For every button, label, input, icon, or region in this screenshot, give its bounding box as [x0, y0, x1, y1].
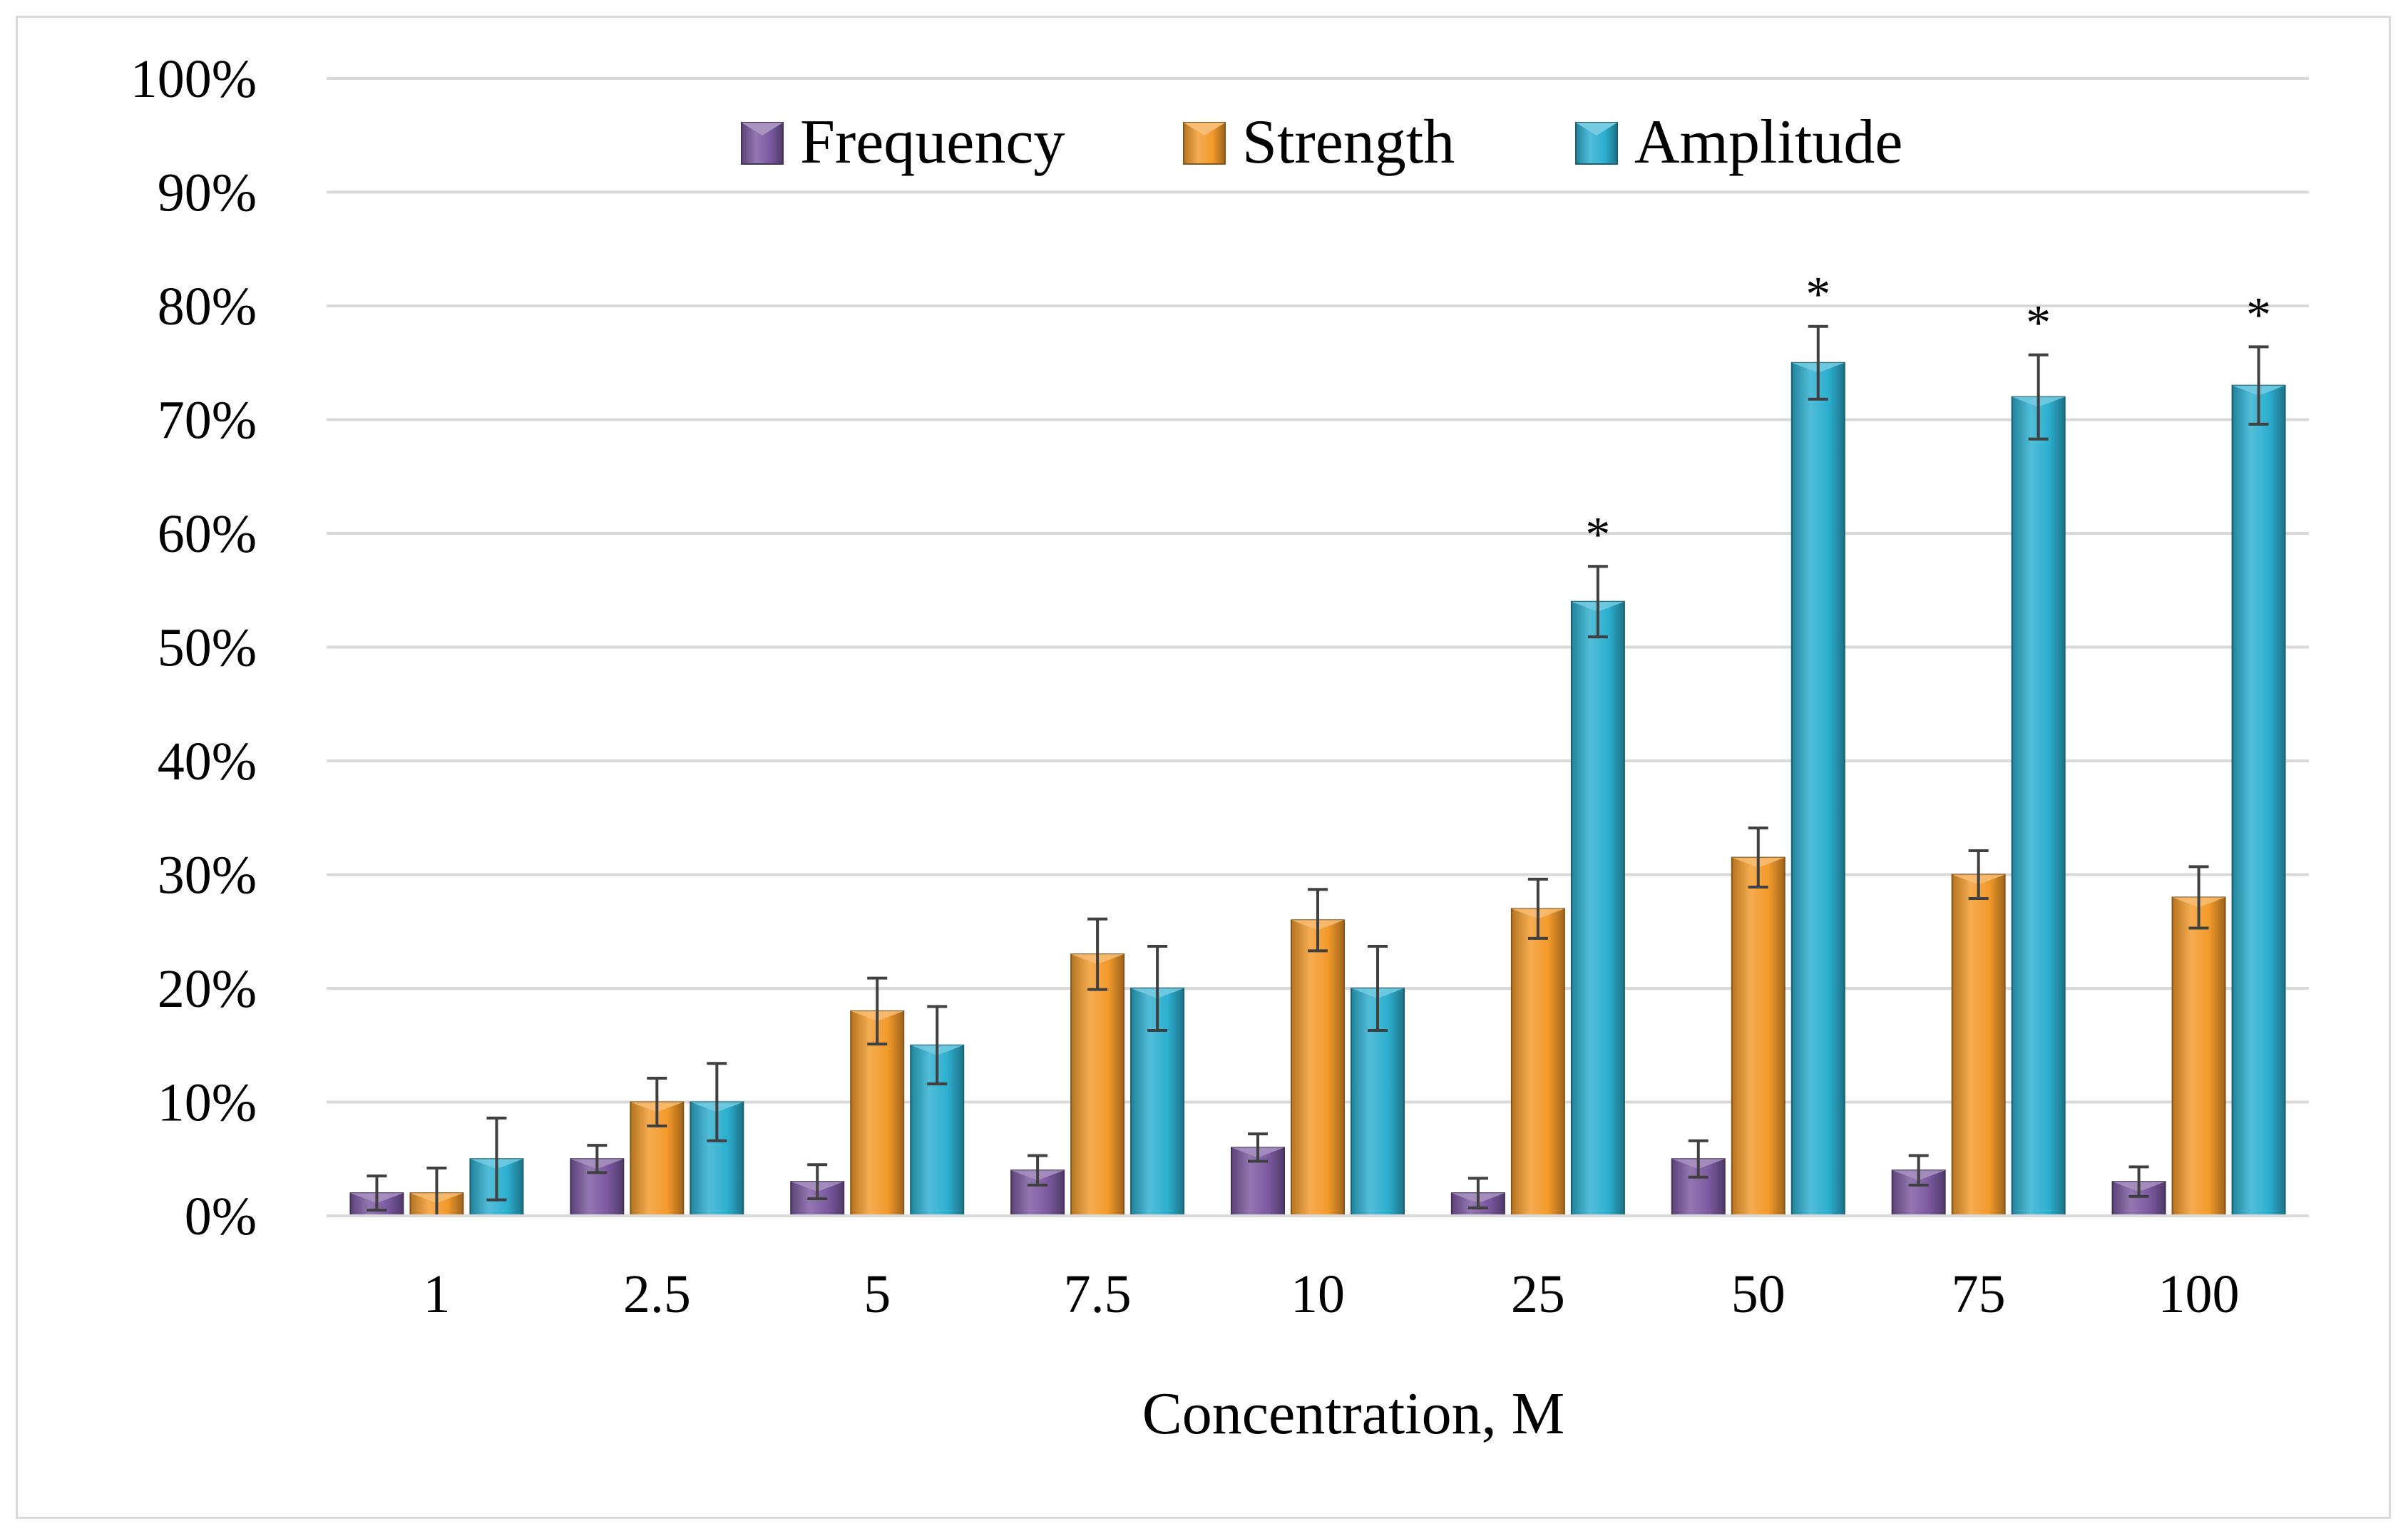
bar-amplitude-75 [2011, 396, 2066, 1217]
error-bar-amplitude-25 [1587, 565, 1608, 639]
legend-swatch-bevel [1576, 123, 1617, 135]
y-tick-label: 10% [158, 1073, 257, 1133]
bar-strength-50 [1731, 856, 1785, 1217]
x-tick-label: 75 [1952, 1264, 2006, 1324]
bar-strength-25 [1510, 908, 1565, 1217]
error-bar-frequency-7-5 [1028, 1154, 1048, 1187]
bar-amplitude-50 [1790, 362, 1845, 1217]
error-bar-strength-100 [2188, 865, 2209, 930]
legend-item-frequency: Frequency [741, 108, 1065, 177]
error-bar-frequency-5 [807, 1163, 828, 1201]
error-bar-frequency-1 [367, 1174, 387, 1212]
error-bar-amplitude-100 [2248, 345, 2269, 426]
error-bar-frequency-2-5 [587, 1144, 608, 1174]
significance-marker: * [2246, 287, 2271, 342]
error-bar-strength-25 [1527, 877, 1548, 940]
error-bar-amplitude-10 [1368, 944, 1388, 1033]
legend: Frequency Strength Amplitude [741, 108, 1902, 177]
error-bar-frequency-25 [1467, 1177, 1488, 1209]
error-bar-frequency-75 [1908, 1154, 1929, 1187]
bars [349, 362, 2286, 1217]
y-tick-label: 60% [158, 504, 257, 564]
legend-swatch-bevel [742, 123, 783, 135]
x-tick-label: 7.5 [1064, 1264, 1132, 1324]
error-bar-amplitude-7-5 [1147, 944, 1168, 1033]
bar-amplitude-25 [1570, 600, 1625, 1217]
bar-strength-7-5 [1070, 953, 1125, 1217]
error-bar-amplitude-75 [2028, 353, 2049, 441]
error-bar-strength-75 [1968, 849, 1989, 900]
x-tick-label: 50 [1731, 1264, 1785, 1324]
error-bar-amplitude-2-5 [707, 1062, 727, 1142]
x-tick-label: 25 [1511, 1264, 1565, 1324]
y-tick-label: 70% [158, 391, 257, 451]
legend-label: Strength [1242, 108, 1455, 177]
x-tick-label: 1 [423, 1264, 450, 1324]
x-tick-label: 5 [864, 1264, 891, 1324]
error-bar-strength-7-5 [1087, 917, 1108, 991]
x-tick-label: 100 [2158, 1264, 2240, 1324]
error-bar-strength-5 [867, 976, 888, 1046]
bar-strength-10 [1291, 919, 1345, 1217]
y-tick-label: 20% [158, 959, 257, 1019]
y-axis-ticks: 0% 10% 20% 30% 40% 50% 60% 70% 80% 90% 100% [130, 49, 257, 1246]
error-bar-strength-10 [1308, 888, 1328, 953]
error-bar-amplitude-1 [486, 1116, 507, 1202]
error-bar-frequency-50 [1688, 1139, 1708, 1179]
significance-marker: * [1805, 267, 1830, 322]
legend-label: Amplitude [1634, 108, 1902, 177]
y-tick-label: 0% [185, 1187, 257, 1246]
x-axis-title: Concentration, M [1142, 1381, 1565, 1447]
x-tick-label: 10 [1291, 1264, 1345, 1324]
bar-strength-100 [2171, 896, 2226, 1217]
bar-strength-75 [1951, 874, 2006, 1217]
x-axis-ticks: 1 2.5 5 7.5 10 25 50 75 100 [423, 1264, 2239, 1324]
legend-item-amplitude: Amplitude [1575, 108, 1902, 177]
error-bar-amplitude-5 [927, 1005, 948, 1085]
error-bar-amplitude-50 [1808, 324, 1828, 401]
annotations: * * * * [1585, 267, 2271, 563]
y-tick-label: 40% [158, 732, 257, 792]
error-bars [367, 324, 2269, 1217]
y-tick-label: 50% [158, 618, 257, 678]
legend-item-strength: Strength [1183, 108, 1455, 177]
y-tick-label: 30% [158, 846, 257, 906]
y-tick-label: 80% [158, 277, 257, 337]
y-tick-label: 100% [130, 49, 257, 109]
bar-amplitude-100 [2231, 384, 2286, 1217]
y-tick-label: 90% [158, 163, 257, 223]
error-bar-strength-50 [1748, 826, 1768, 889]
significance-marker: * [1585, 507, 1610, 562]
error-bar-strength-2-5 [647, 1077, 667, 1127]
legend-swatch-bevel [1184, 123, 1225, 135]
error-bar-frequency-10 [1248, 1132, 1268, 1163]
chart-frame [16, 16, 2391, 1519]
x-tick-label: 2.5 [623, 1264, 691, 1324]
legend-label: Frequency [800, 108, 1065, 177]
error-bar-frequency-100 [2128, 1165, 2149, 1198]
significance-marker: * [2026, 296, 2051, 351]
